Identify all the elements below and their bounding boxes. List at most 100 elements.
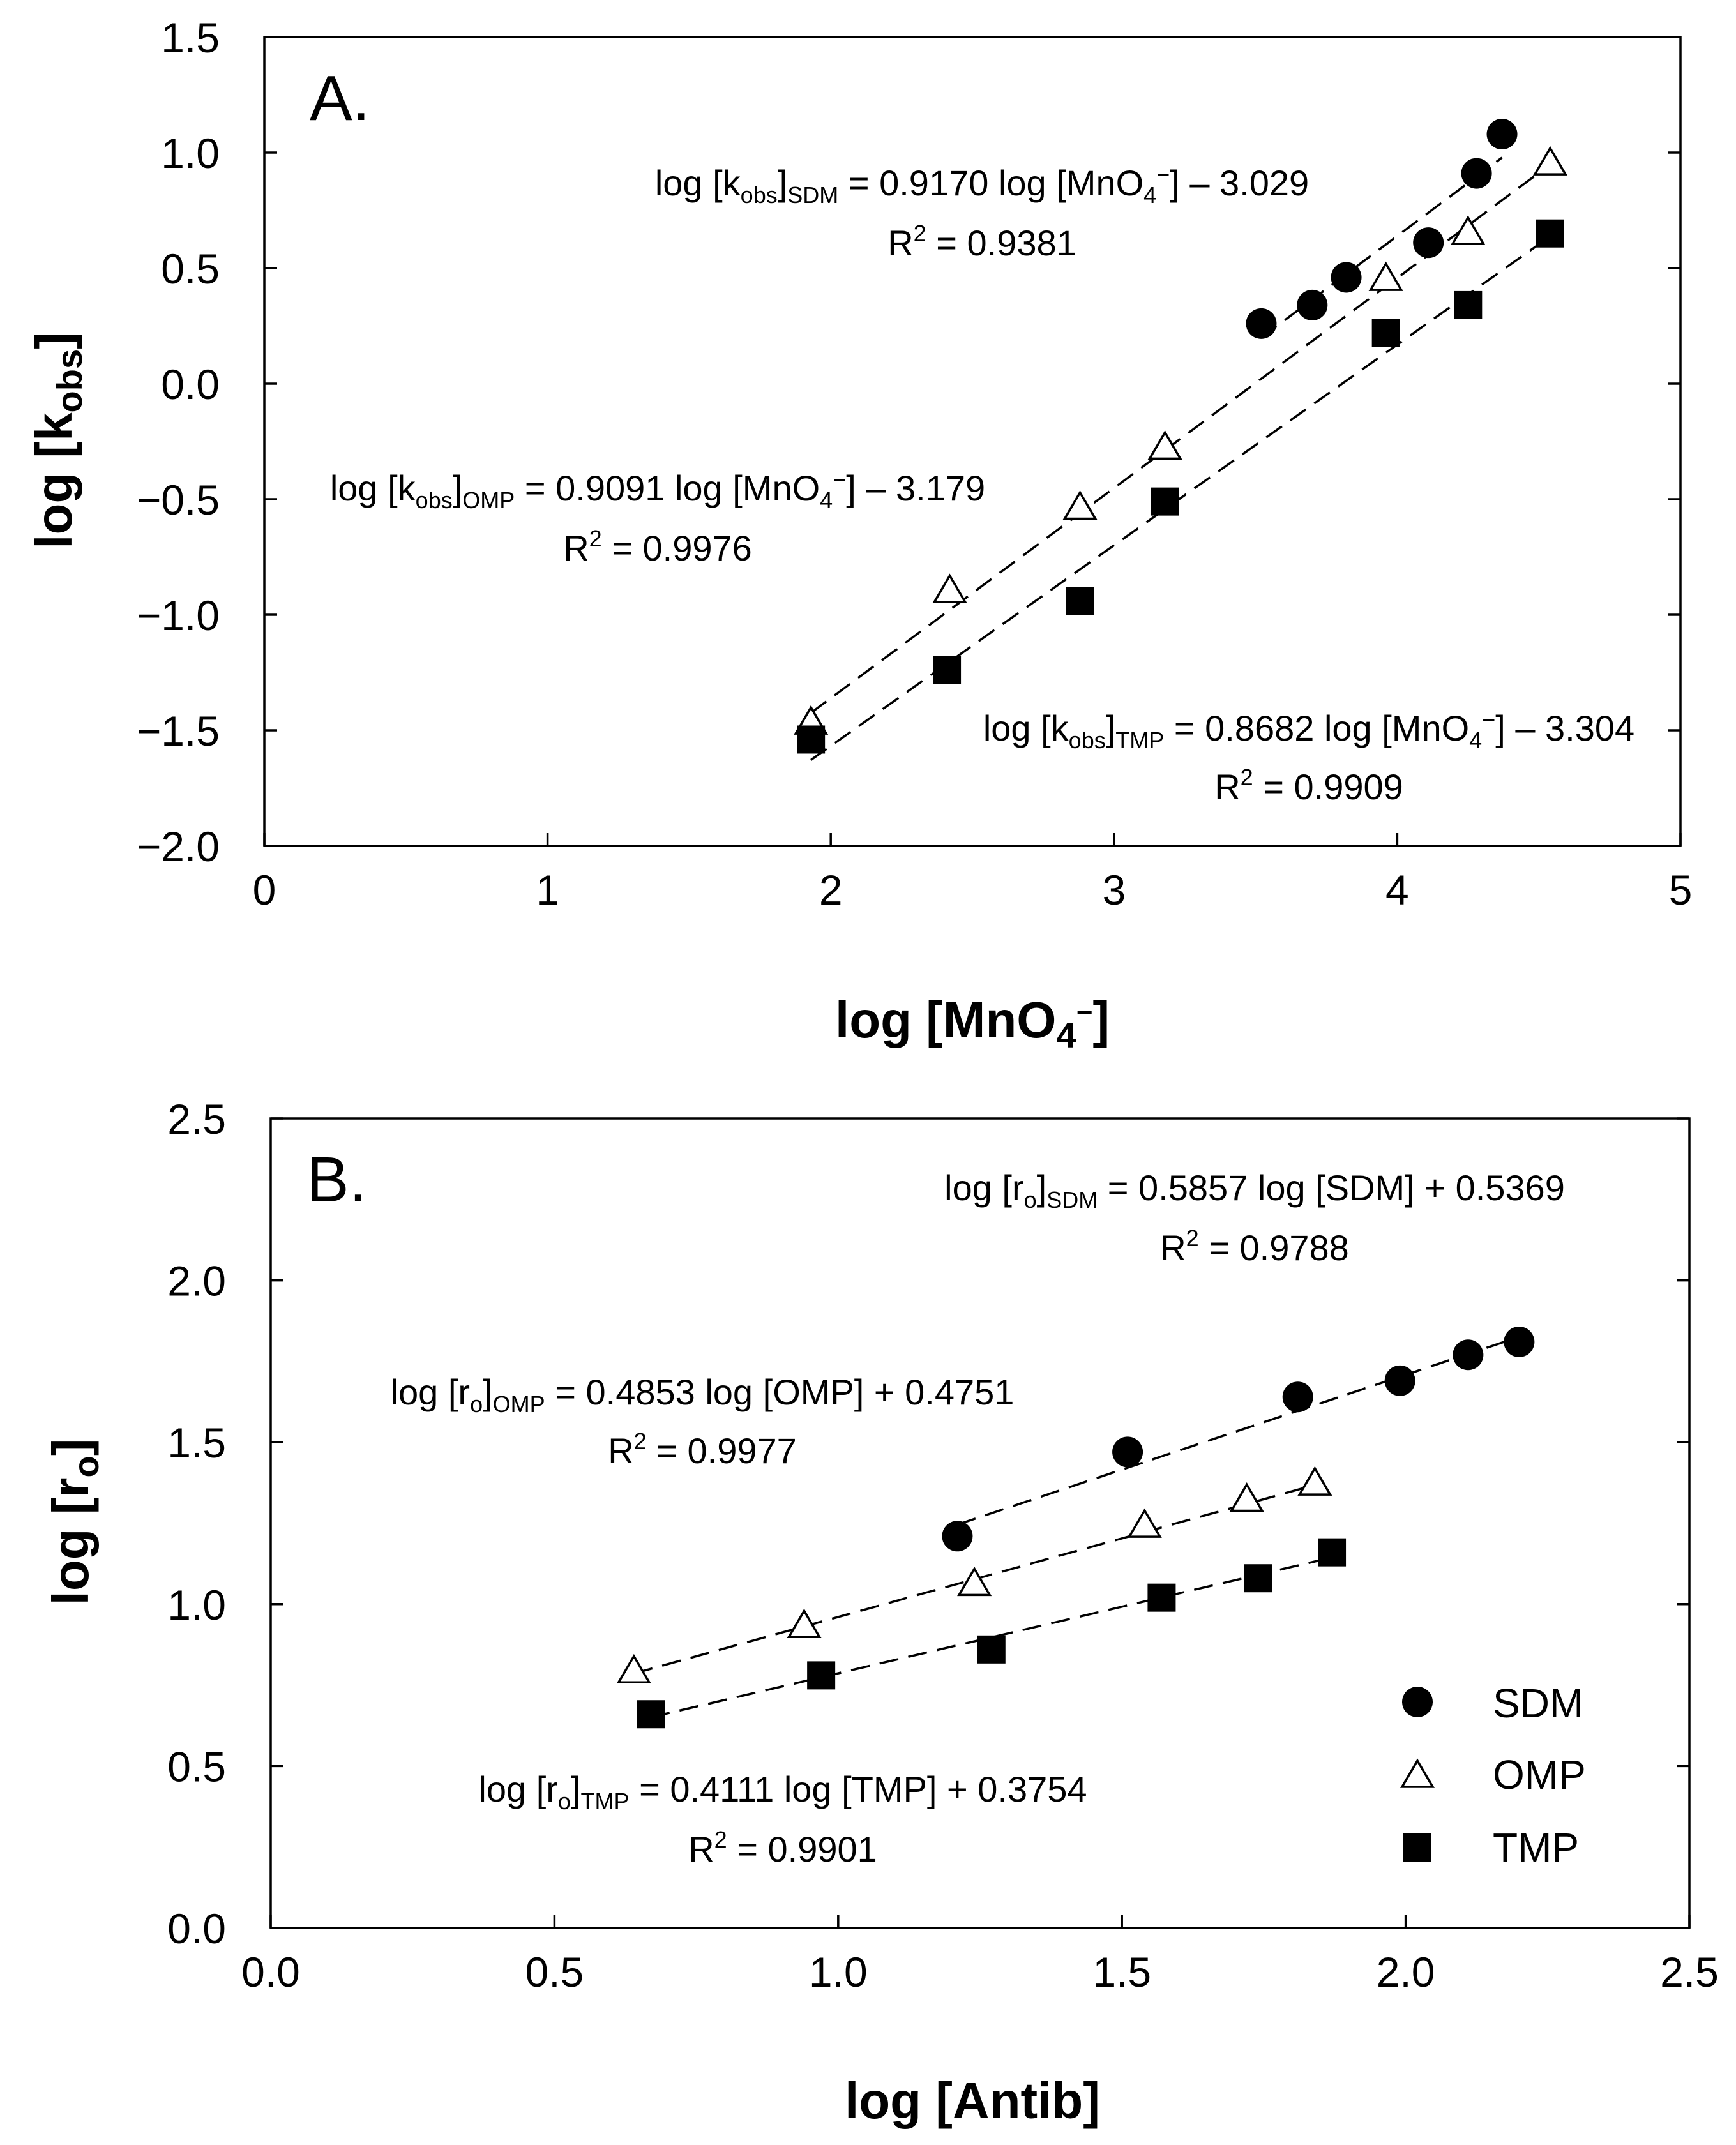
panel-b-x-tick-label: 2.0 xyxy=(1377,1948,1435,1996)
panel-b-point-tmp xyxy=(977,1635,1006,1664)
panel-b-legend: SDM OMP TMP xyxy=(1400,1680,1586,1870)
panel-b-point-tmp xyxy=(1318,1538,1347,1567)
panel-b-y-tick-label: 1.5 xyxy=(167,1419,226,1466)
panel-a-point-omp xyxy=(1368,261,1403,291)
panel-a-point-omp xyxy=(1062,490,1098,520)
panel-b-equation-omp-text: log [ro]OMP = 0.4853 log [OMP] + 0.4751 xyxy=(391,1372,1015,1417)
panel-a-point-tmp xyxy=(1454,290,1483,319)
panel-b-y-tick-label: 1.0 xyxy=(167,1581,226,1629)
panel-a-x-tick-label: 4 xyxy=(1385,866,1409,914)
panel-a-x-tick-label: 0 xyxy=(253,866,276,914)
panel-b-fit-line-sdm xyxy=(956,1336,1520,1526)
panel-b-point-sdm xyxy=(1282,1381,1313,1413)
panel-a-x-tick-label: 2 xyxy=(819,866,843,914)
panel-a-y-tick-label: 0.0 xyxy=(161,361,220,408)
panel-a-y-tick-label: 1.0 xyxy=(161,130,220,177)
panel-a-y-tick-label: 0.5 xyxy=(161,245,220,292)
panel-b-point-omp xyxy=(957,1566,992,1597)
legend-tmp-marker xyxy=(1403,1833,1431,1862)
panel-a-equation-sdm: log [kobs]SDM = 0.9170 log [MnO4−] – 3.0… xyxy=(655,162,1309,263)
panel-a-point-sdm xyxy=(1246,308,1277,339)
panel-b-x-axis-title: log [Antib] xyxy=(845,2072,1100,2129)
panel-b-point-sdm xyxy=(1112,1436,1143,1468)
panel-a-point-omp xyxy=(932,573,967,603)
panel-a-point-omp xyxy=(1451,215,1486,245)
panel-b-equation-sdm-r2: R2 = 0.9788 xyxy=(1160,1225,1349,1268)
panel-a-x-axis-title: log [MnO4−] xyxy=(835,991,1110,1055)
panel-a-point-omp xyxy=(1532,146,1567,176)
panel-a-equation-omp-text: log [kobs]OMP = 0.9091 log [MnO4−] – 3.1… xyxy=(330,467,985,513)
panel-a-y-axis-title: log [kobs] xyxy=(26,332,89,549)
panel-b-point-tmp xyxy=(1147,1583,1176,1612)
panel-a-point-tmp xyxy=(933,656,962,684)
panel-a-equation-tmp-r2: R2 = 0.9909 xyxy=(1214,764,1403,807)
panel-a-ticks: 0 1 2 3 4 5 1.5 1.0 0.5 0.0 −0.5 −1.0 −1.5 −2.0 xyxy=(137,14,1693,914)
panel-b-y-tick-label: 2.0 xyxy=(167,1258,226,1305)
legend-sdm-marker xyxy=(1402,1687,1433,1717)
panel-a-x-tick-label: 3 xyxy=(1102,866,1126,914)
panel-b-x-tick-label: 1.5 xyxy=(1092,1948,1151,1996)
panel-b-equation-sdm-text: log [ro]SDM = 0.5857 log [SDM] + 0.5369 xyxy=(944,1168,1565,1213)
panel-a-y-tick-label: −0.5 xyxy=(137,476,220,523)
panel-b-equation-tmp-text: log [ro]TMP = 0.4111 log [TMP] + 0.3754 xyxy=(478,1769,1087,1814)
panel-a-point-sdm xyxy=(1486,119,1518,150)
legend-tmp-label: TMP xyxy=(1493,1825,1579,1870)
panel-a-y-tick-label: 1.5 xyxy=(161,14,220,61)
panel-a-y-tick-label: −1.0 xyxy=(137,592,220,639)
panel-b-markers xyxy=(616,1326,1535,1729)
legend-omp-marker xyxy=(1400,1758,1435,1788)
panel-b-point-omp xyxy=(1127,1508,1162,1538)
panel-b-x-tick-label: 1.0 xyxy=(809,1948,868,1996)
panel-b-point-sdm xyxy=(942,1521,973,1552)
panel-b-plot-frame xyxy=(269,1117,1691,1929)
panel-a-markers xyxy=(794,119,1567,754)
panel-a-equation-omp-r2: R2 = 0.9976 xyxy=(563,525,752,568)
panel-b-y-tick-label: 0.5 xyxy=(167,1743,226,1790)
panel-b-point-omp xyxy=(1229,1482,1264,1512)
panel-b-point-omp xyxy=(787,1608,822,1639)
legend-sdm-label: SDM xyxy=(1493,1680,1583,1726)
panel-b-equation-omp: log [ro]OMP = 0.4853 log [OMP] + 0.4751 … xyxy=(391,1372,1015,1471)
panel-a-plot-frame xyxy=(263,36,1682,847)
panel-b-point-tmp xyxy=(637,1700,665,1729)
panel-b-equation-tmp-r2: R2 = 0.9901 xyxy=(688,1826,877,1869)
panel-a-point-tmp xyxy=(1536,219,1564,248)
panel-a-point-tmp xyxy=(1371,319,1400,347)
panel-a-point-sdm xyxy=(1297,289,1328,320)
panel-a-point-sdm xyxy=(1413,227,1444,259)
panel-a-point-omp xyxy=(1147,430,1182,460)
panel-b-x-tick-label: 0.5 xyxy=(525,1948,584,1996)
panel-b-equation-tmp: log [ro]TMP = 0.4111 log [TMP] + 0.3754 … xyxy=(478,1769,1087,1869)
panel-a-chart: 0 1 2 3 4 5 1.5 1.0 0.5 0.0 −0.5 −1.0 −1.5 −2.0 A. lo… xyxy=(26,14,1692,1055)
panel-b-y-tick-label: 0.0 xyxy=(167,1905,226,1952)
panel-b-point-omp xyxy=(1297,1466,1332,1496)
panel-a-equation-sdm-r2: R2 = 0.9381 xyxy=(887,220,1076,263)
panel-b-x-tick-label: 2.5 xyxy=(1660,1948,1719,1996)
panel-a-equation-tmp: log [kobs]TMP = 0.8682 log [MnO4−] – 3.3… xyxy=(983,707,1634,807)
panel-a-equation-tmp-text: log [kobs]TMP = 0.8682 log [MnO4−] – 3.3… xyxy=(983,707,1634,753)
panel-a-fit-line-sdm xyxy=(1260,156,1503,339)
panel-a-label: A. xyxy=(310,63,370,134)
panel-b-point-sdm xyxy=(1504,1326,1535,1357)
panel-a-point-tmp xyxy=(1151,487,1179,516)
panel-a-y-tick-label: −2.0 xyxy=(137,823,220,870)
panel-b-y-axis-title: log [ro] xyxy=(42,1439,106,1606)
panel-b-point-omp xyxy=(616,1653,651,1684)
panel-b-ticks: 0.0 0.5 1.0 1.5 2.0 2.5 2.5 2.0 1.5 1.0 0.5 0.0 xyxy=(167,1095,1719,1996)
panel-a-point-sdm xyxy=(1331,262,1362,293)
panel-b-point-sdm xyxy=(1384,1365,1415,1396)
panel-b-x-tick-label: 0.0 xyxy=(241,1948,300,1996)
panel-a-equation-omp: log [kobs]OMP = 0.9091 log [MnO4−] – 3.1… xyxy=(330,467,985,568)
panel-b-point-sdm xyxy=(1453,1339,1484,1371)
panel-b-label: B. xyxy=(306,1144,366,1216)
panel-b-equation-omp-r2: R2 = 0.9977 xyxy=(608,1428,797,1471)
panel-b-chart: 0.0 0.5 1.0 1.5 2.0 2.52.52.01.51.00.50.0 B. … xyxy=(42,1095,1719,2129)
panel-a-point-tmp xyxy=(797,725,826,754)
panel-b-point-tmp xyxy=(807,1661,836,1690)
panel-b-equation-sdm: log [ro]SDM = 0.5857 log [SDM] + 0.5369 … xyxy=(944,1168,1565,1268)
panel-a-y-tick-label: −1.5 xyxy=(137,707,220,755)
panel-b-y-tick-label: 2.5 xyxy=(167,1095,226,1143)
panel-a-point-tmp xyxy=(1066,587,1094,615)
panel-a-x-tick-label: 5 xyxy=(1669,866,1693,914)
